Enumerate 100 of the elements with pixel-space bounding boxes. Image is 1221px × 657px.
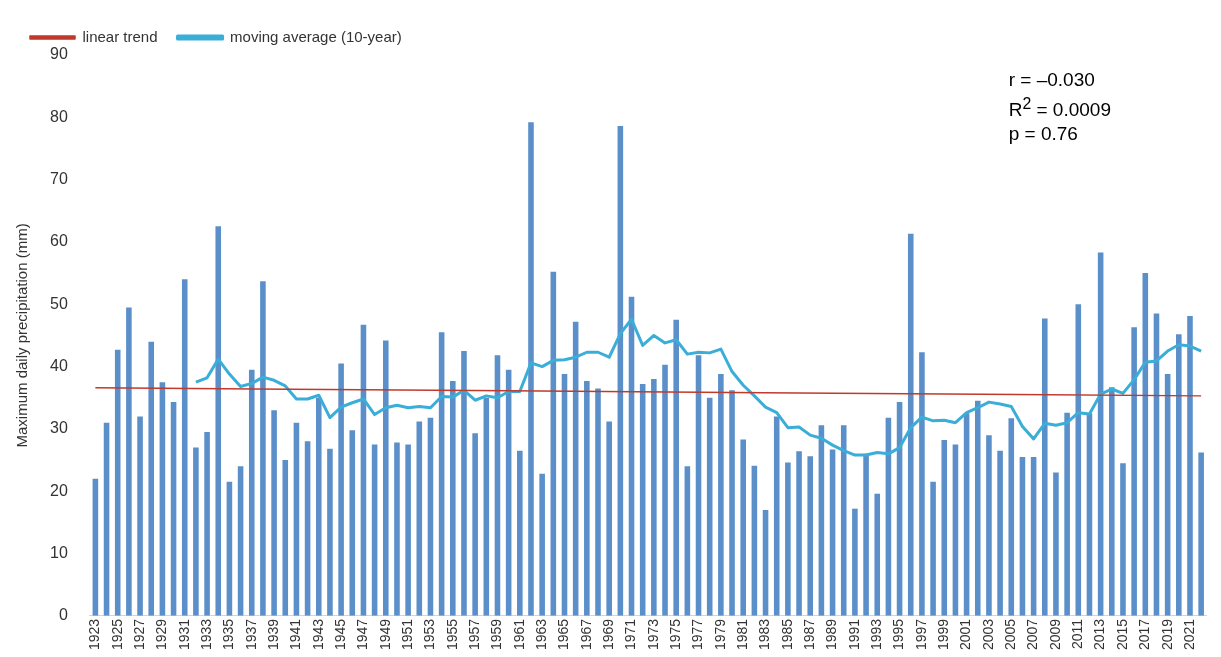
x-tick-label: 1967 bbox=[577, 618, 594, 651]
x-tick-label: 1983 bbox=[756, 618, 773, 651]
x-tick-label: 1993 bbox=[868, 618, 885, 651]
x-tick-label: 1999 bbox=[935, 618, 952, 651]
bar bbox=[997, 450, 1003, 616]
bar bbox=[327, 448, 333, 616]
x-tick-label: 1997 bbox=[912, 618, 929, 651]
bar bbox=[606, 421, 612, 616]
bar bbox=[907, 233, 914, 616]
bar bbox=[1041, 318, 1048, 616]
x-tick-label: 2021 bbox=[1180, 618, 1197, 651]
y-tick-label: 80 bbox=[50, 107, 68, 125]
bar bbox=[729, 390, 735, 616]
x-tick-label: 1941 bbox=[287, 618, 304, 651]
y-axis-title: Maximum daily precipitation (mm) bbox=[13, 223, 31, 448]
bar bbox=[1198, 452, 1204, 616]
bar bbox=[662, 364, 668, 616]
bar bbox=[919, 352, 925, 616]
x-tick-label: 1987 bbox=[801, 618, 818, 651]
x-tick-label: 1931 bbox=[175, 618, 192, 651]
bar bbox=[450, 380, 456, 616]
bar bbox=[338, 363, 344, 616]
x-tick-label: 2019 bbox=[1158, 618, 1175, 651]
x-tick-label: 1979 bbox=[711, 618, 728, 651]
bar bbox=[148, 341, 155, 616]
bar bbox=[807, 456, 814, 616]
x-tick-label: 1945 bbox=[331, 618, 348, 651]
bar bbox=[528, 122, 534, 616]
y-tick-label: 90 bbox=[50, 45, 68, 63]
x-tick-label: 1927 bbox=[130, 618, 147, 651]
x-tick-label: 1939 bbox=[264, 618, 281, 651]
y-tick-label: 0 bbox=[58, 606, 68, 624]
legend-label: moving average (10-year) bbox=[230, 27, 402, 45]
annotation: R$^{2}$ = 0.0009 bbox=[1008, 94, 1111, 123]
y-tick-label: 70 bbox=[50, 170, 68, 188]
bar bbox=[405, 444, 411, 616]
bar bbox=[260, 281, 266, 616]
bar bbox=[472, 433, 478, 616]
x-tick-label: 1989 bbox=[823, 618, 840, 651]
bar bbox=[271, 410, 277, 616]
bar bbox=[461, 351, 467, 616]
bar bbox=[941, 440, 948, 616]
bar bbox=[517, 450, 523, 616]
x-tick-label: 1963 bbox=[533, 618, 550, 651]
x-tick-label: 1995 bbox=[890, 618, 907, 651]
y-tick-label: 60 bbox=[50, 232, 68, 250]
bar bbox=[785, 462, 791, 616]
bar bbox=[584, 380, 590, 616]
y-tick-label: 50 bbox=[50, 294, 68, 312]
bar bbox=[1176, 334, 1182, 616]
bar bbox=[974, 400, 981, 616]
bar bbox=[1109, 387, 1115, 616]
bar bbox=[718, 374, 724, 616]
x-tick-label: 2011 bbox=[1069, 618, 1086, 649]
y-tick-label: 40 bbox=[50, 356, 68, 374]
bar bbox=[796, 451, 802, 616]
bar bbox=[986, 435, 992, 616]
x-tick-label: 1933 bbox=[197, 618, 214, 651]
x-tick-label: 1985 bbox=[778, 618, 795, 651]
bar bbox=[204, 432, 210, 616]
x-tick-label: 1957 bbox=[466, 618, 482, 651]
x-tick-label: 1943 bbox=[309, 618, 326, 651]
bar bbox=[874, 493, 881, 616]
bar bbox=[1131, 327, 1137, 616]
bar bbox=[1120, 463, 1126, 616]
bar bbox=[126, 307, 132, 616]
bar bbox=[248, 369, 255, 616]
x-tick-label: 1953 bbox=[421, 618, 438, 651]
x-tick-label: 1925 bbox=[108, 618, 125, 651]
bar bbox=[394, 442, 400, 616]
bar bbox=[852, 508, 858, 616]
x-tick-label: 1991 bbox=[845, 618, 862, 651]
bar bbox=[193, 447, 199, 616]
x-tick-label: 2005 bbox=[1002, 618, 1019, 651]
bar bbox=[773, 416, 780, 616]
bar bbox=[863, 453, 869, 616]
y-tick-label: 10 bbox=[50, 543, 68, 561]
x-tick-label: 1971 bbox=[622, 618, 639, 651]
bar bbox=[215, 226, 222, 616]
bar bbox=[382, 340, 389, 616]
x-tick-label: 1923 bbox=[86, 618, 103, 651]
y-tick-label: 30 bbox=[50, 419, 68, 437]
x-tick-label: 1937 bbox=[242, 618, 259, 651]
x-tick-label: 1981 bbox=[734, 618, 751, 651]
legend-label: linear trend bbox=[82, 27, 158, 45]
y-tick-label: 20 bbox=[50, 481, 68, 499]
x-tick-label: 1929 bbox=[153, 618, 170, 651]
x-tick-label: 2017 bbox=[1136, 618, 1153, 651]
bar bbox=[1053, 472, 1059, 616]
bar bbox=[1008, 418, 1015, 616]
x-tick-label: 1977 bbox=[689, 618, 706, 651]
bar bbox=[1075, 304, 1082, 616]
x-tick-label: 2003 bbox=[979, 618, 996, 651]
x-tick-label: 2001 bbox=[957, 618, 974, 651]
x-tick-label: 1965 bbox=[555, 618, 572, 651]
bar bbox=[137, 416, 143, 616]
x-tick-label: 1969 bbox=[600, 618, 617, 651]
bar bbox=[651, 379, 657, 616]
x-tick-label: 1951 bbox=[398, 618, 415, 651]
x-tick-label: 1955 bbox=[443, 618, 460, 651]
